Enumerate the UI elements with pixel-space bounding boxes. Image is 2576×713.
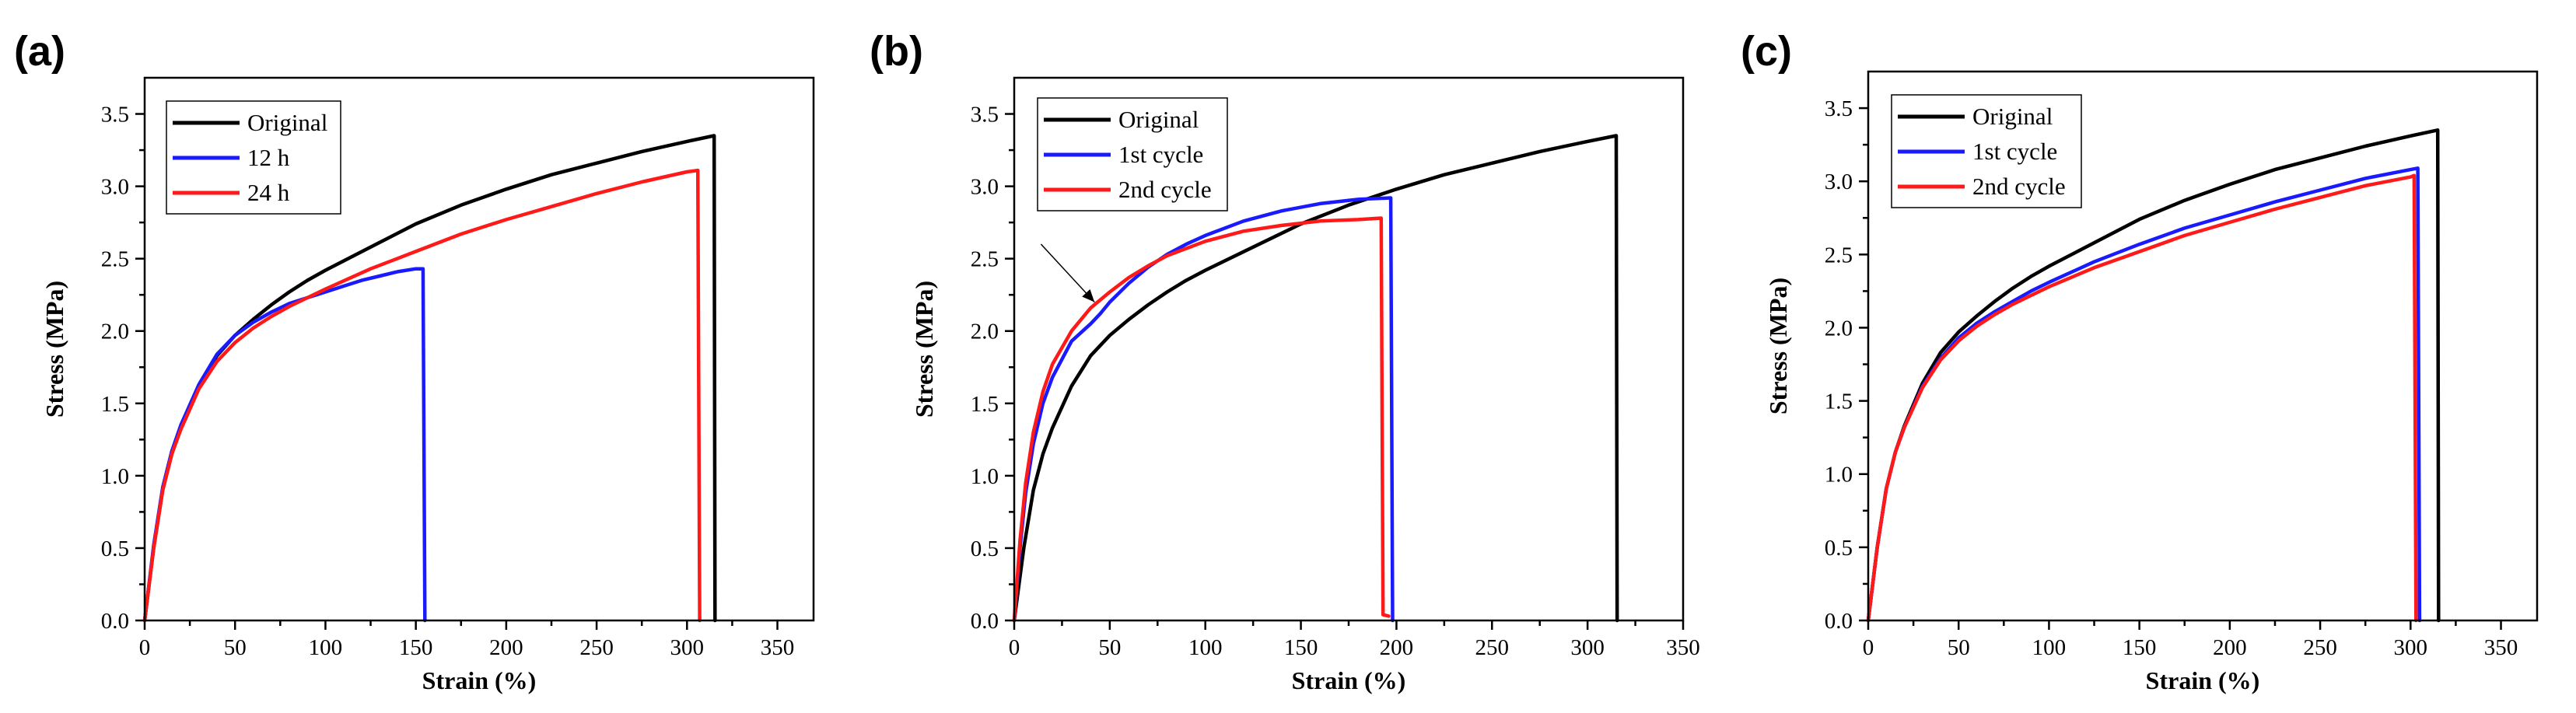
y-tick-label: 0.0 [971, 609, 999, 634]
panel-label: (b) [870, 28, 923, 75]
y-tick-label: 0.5 [101, 536, 129, 561]
series-line-2nd-cycle [1012, 216, 1391, 623]
x-tick-label: 0 [1863, 635, 1874, 660]
y-axis-title: Stress (MPa) [910, 281, 938, 418]
x-tick-label: 250 [1475, 635, 1510, 660]
legend-entry: 2nd cycle [1118, 176, 1212, 203]
y-tick-label: 3.0 [1825, 170, 1853, 194]
legend: Original 1st cycle 2nd cycle [1891, 94, 2082, 208]
y-tick-label: 2.5 [971, 247, 999, 272]
series-line-12-h [142, 267, 427, 623]
panel-label: (c) [1741, 28, 1792, 75]
legend: Original 1st cycle 2nd cycle [1037, 97, 1228, 211]
legend-entry: Original [1118, 106, 1199, 133]
chart-panel-3: (c) 0 50 100 150 200 250 300 350 0.0 0.5 1.0 1.5 2.0 2… [1741, 28, 2539, 694]
legend-entry: 2nd cycle [1972, 173, 2066, 200]
y-tick-label: 2.0 [101, 320, 129, 344]
legend: Original 12 h 24 h [166, 100, 341, 215]
legend-entry: Original [247, 109, 327, 136]
x-axis-title: Strain (%) [422, 666, 537, 694]
x-tick-label: 300 [1570, 635, 1605, 660]
x-tick-label: 100 [309, 635, 343, 660]
x-tick-label: 200 [1380, 635, 1414, 660]
y-tick-label: 3.0 [971, 175, 999, 200]
x-tick-label: 50 [1948, 635, 1970, 660]
y-tick-label: 2.0 [971, 320, 999, 344]
y-tick-label: 3.5 [971, 103, 999, 128]
legend-entry: 1st cycle [1972, 138, 2057, 165]
series-line-1st-cycle [1012, 196, 1395, 623]
series-line-1st-cycle [1866, 166, 2422, 623]
y-tick-label: 2.5 [1825, 243, 1853, 267]
y-tick-label: 1.5 [1825, 390, 1853, 414]
legend-entry: 12 h [247, 144, 290, 171]
x-tick-label: 150 [399, 635, 433, 660]
x-tick-label: 50 [224, 635, 247, 660]
plot-frame [1867, 70, 2539, 622]
chart-panel-2: (b) 0 50 100 150 200 250 300 350 0.0 0.5 1.0 1.5 2.0 2… [870, 28, 1700, 694]
y-tick-label: 2.5 [101, 247, 129, 272]
y-tick-label: 0.5 [971, 536, 999, 561]
chart-panel-1: (a) 0 50 100 150 200 250 300 350 0.0 0.5 1.0 1.5 2.0 2… [14, 28, 815, 694]
x-tick-label: 200 [489, 635, 523, 660]
x-tick-label: 100 [2032, 635, 2067, 660]
x-tick-label: 100 [1188, 635, 1223, 660]
y-tick-label: 1.0 [1825, 463, 1853, 488]
y-axis-title: Stress (MPa) [1764, 278, 1792, 414]
x-axis-title: Strain (%) [2146, 666, 2260, 694]
x-tick-label: 150 [2123, 635, 2157, 660]
x-tick-label: 200 [2213, 635, 2247, 660]
y-tick-label: 3.5 [1825, 96, 1853, 121]
x-tick-label: 50 [1098, 635, 1121, 660]
x-tick-label: 350 [2484, 635, 2518, 660]
legend-entry: Original [1972, 103, 2053, 130]
x-tick-label: 0 [1009, 635, 1020, 660]
y-tick-label: 0.5 [1825, 536, 1853, 561]
plot-frame [143, 76, 815, 622]
legend-entry: 1st cycle [1118, 141, 1203, 168]
series-line-original [1012, 134, 1619, 623]
y-tick-label: 3.5 [101, 103, 129, 128]
legend-entry: 24 h [247, 179, 290, 206]
y-tick-label: 1.5 [971, 392, 999, 417]
annotation-arrow-shaft [1040, 243, 1095, 303]
series-line-24-h [142, 168, 702, 623]
x-tick-label: 150 [1284, 635, 1318, 660]
panel-label: (a) [14, 28, 65, 75]
y-axis-title: Stress (MPa) [40, 281, 68, 418]
y-tick-label: 3.0 [101, 175, 129, 200]
x-tick-label: 350 [1666, 635, 1700, 660]
x-tick-label: 250 [579, 635, 614, 660]
y-tick-label: 1.0 [101, 464, 129, 489]
x-tick-label: 0 [139, 635, 151, 660]
y-tick-label: 1.0 [971, 464, 999, 489]
x-tick-label: 300 [2394, 635, 2428, 660]
x-tick-label: 350 [761, 635, 795, 660]
x-tick-label: 250 [2303, 635, 2337, 660]
y-tick-label: 1.5 [101, 392, 129, 417]
y-tick-label: 0.0 [101, 609, 129, 634]
x-axis-title: Strain (%) [1292, 666, 1406, 694]
series-line-2nd-cycle [1866, 173, 2418, 623]
annotation-arrow-head [1082, 289, 1095, 302]
y-tick-label: 0.0 [1825, 609, 1853, 634]
y-tick-label: 2.0 [1825, 316, 1853, 341]
x-tick-label: 300 [670, 635, 705, 660]
